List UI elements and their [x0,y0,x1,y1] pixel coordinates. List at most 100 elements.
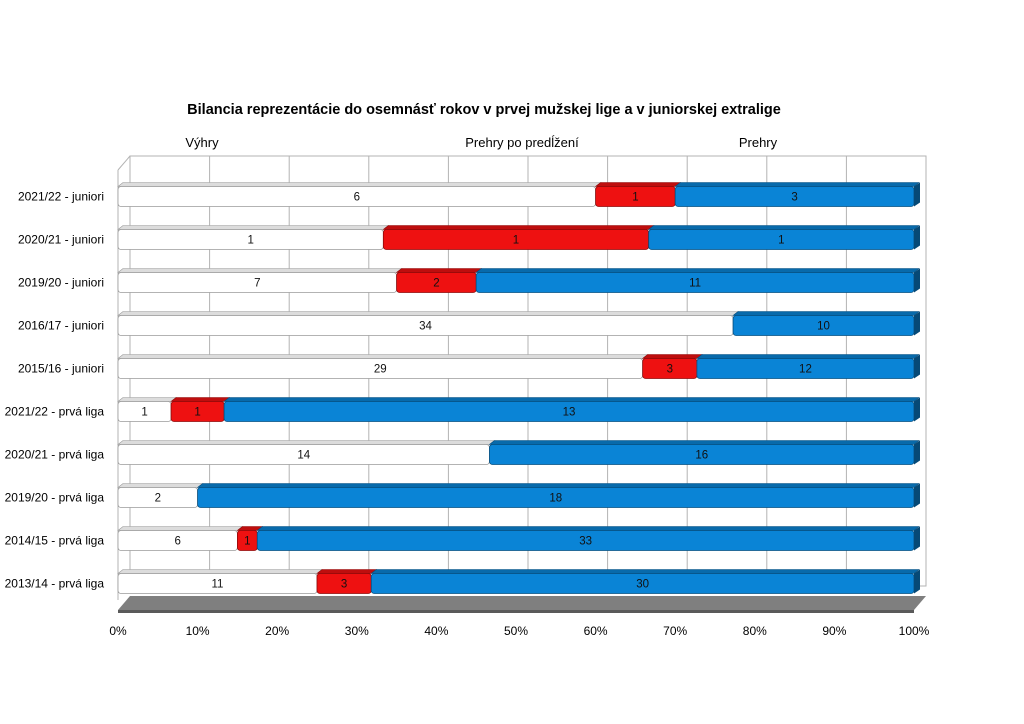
data-label: 14 [297,450,310,462]
x-tick-label: 100% [899,624,930,638]
bar-top-face [117,397,177,402]
legend-label: Výhry [185,135,219,150]
bar-group: 1 1 13 [117,397,920,422]
x-tick-label: 80% [743,624,767,638]
data-label: 18 [549,493,562,505]
x-tick-label: 30% [345,624,369,638]
chart-floor [118,596,926,613]
x-tick-label: 90% [822,624,846,638]
y-tick-label: 2020/21 - juniori [18,233,104,247]
legend-label: Prehry po predĺžení [465,135,579,150]
data-label: 1 [513,235,519,247]
bar-top-face [223,397,920,402]
data-label: 6 [174,536,180,548]
data-label: 6 [354,192,360,204]
bar-top-face [117,483,204,488]
bar-top-face [196,483,920,488]
legend-label: Prehry [739,135,778,150]
bar-top-face [170,397,230,402]
bar-group: 34010 [117,311,920,336]
y-tick-label: 2019/20 - juniori [18,276,104,290]
bar-group: 7 2 11 [117,268,920,293]
data-label: 34 [419,321,432,333]
data-label: 2 [155,493,161,505]
x-tick-label: 20% [265,624,289,638]
bar-end-face [914,397,920,422]
data-label: 16 [695,450,708,462]
bar-end-face [914,569,920,594]
x-tick-label: 0% [109,624,127,638]
bar-end-face [914,354,920,379]
bar-top-face [475,268,920,273]
bar-top-face [696,354,920,359]
bar-top-face [117,569,323,574]
data-label: 33 [579,536,592,548]
bar-top-face [117,182,602,187]
bar-top-face [382,225,655,230]
plot-floor [118,596,926,610]
bar-top-face [256,526,920,531]
x-tick-label: 60% [584,624,608,638]
y-tick-label: 2014/15 - prvá liga [5,534,105,548]
x-axis-tick-labels: 0% 10% 20% 30% 40% 50% 60% 70% 80% 90% 100% [109,624,929,638]
x-tick-label: 50% [504,624,528,638]
bar-group: 14016 [117,440,920,465]
y-tick-label: 2013/14 - prvá liga [5,577,105,591]
x-tick-label: 40% [424,624,448,638]
data-label: 1 [194,407,200,419]
bar-top-face [641,354,703,359]
bar-top-face [117,225,390,230]
data-label: 3 [667,364,673,376]
bar-top-face [316,569,378,574]
data-label: 30 [636,579,649,591]
bar-group: 6 1 3 [117,182,920,207]
bar-top-face [395,268,483,273]
y-tick-label: 2015/16 - juniori [18,362,104,376]
y-tick-label: 2020/21 - prvá liga [5,448,105,462]
bar-end-face [914,182,920,207]
bar-top-face [117,311,739,316]
bar-top-face [674,182,920,187]
bar-end-face [914,311,920,336]
bar-end-face [914,268,920,293]
x-tick-label: 10% [186,624,210,638]
plot-floor-edge [118,610,914,613]
y-axis-labels: 2021/22 - juniori 2020/21 - juniori 2019/2… [5,190,105,591]
data-label: 29 [374,364,387,376]
data-label: 2 [433,278,439,290]
bar-end-face [914,483,920,508]
bar-top-face [732,311,920,316]
y-tick-label: 2016/17 - juniori [18,319,104,333]
bar-group: 2018 [117,483,920,508]
x-tick-label: 70% [663,624,687,638]
data-label: 13 [563,407,576,419]
bar-group: 29 3 12 [117,354,920,379]
data-label: 11 [212,579,224,591]
bar-top-face [370,569,920,574]
bar-top-face [117,440,496,445]
bar-top-face [117,354,649,359]
data-label: 12 [799,364,812,376]
bar-group: 11 3 30 [117,569,920,594]
data-label: 1 [778,235,784,247]
data-label: 1 [141,407,147,419]
bar-top-face [647,225,920,230]
data-label: 3 [791,192,797,204]
data-label: 3 [341,579,347,591]
data-label: 1 [247,235,253,247]
data-label: 1 [632,192,638,204]
y-tick-label: 2021/22 - juniori [18,190,104,204]
bar-end-face [914,440,920,465]
bar-end-face [914,225,920,250]
data-label: 11 [689,278,701,290]
bar-group: 6 1 33 [117,526,920,551]
legend: Výhry Prehry po predĺžení Prehry [185,135,777,150]
data-label: 1 [244,536,250,548]
plot-bars: 6131117211340102931211131401620186133113… [117,182,920,594]
bar-top-face [117,526,244,531]
chart-title: Bilancia reprezentácie do osemnásť rokov… [187,102,781,118]
data-label: 7 [254,278,260,290]
bar-top-face [488,440,920,445]
plot-side-edge [117,155,131,171]
